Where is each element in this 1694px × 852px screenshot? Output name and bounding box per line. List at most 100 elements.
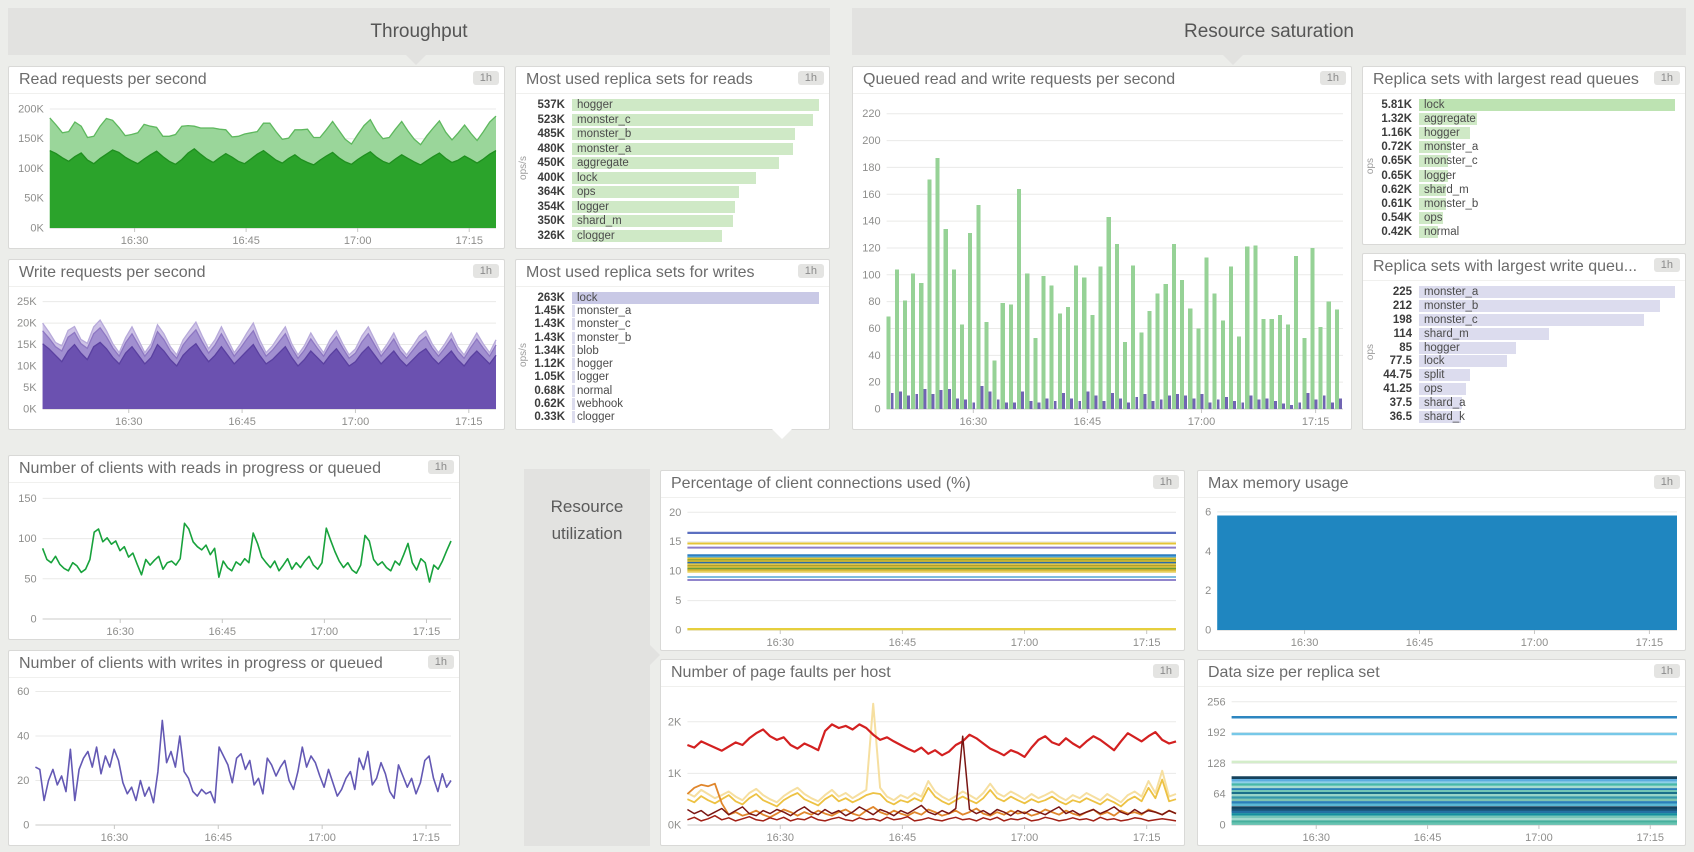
toplist-row[interactable]: 44.75 split	[1363, 368, 1675, 382]
toplist-value: 1.43K	[534, 331, 565, 344]
clients-writes-chart[interactable]: 0 20 40 60 16:30 16:45 17:00 17:15	[9, 679, 459, 845]
toplist-row[interactable]: 114 shard_m	[1363, 327, 1675, 341]
svg-text:100: 100	[18, 533, 36, 545]
toplist-name: monster_c	[1424, 313, 1478, 326]
toplist-row[interactable]: 354K logger	[516, 200, 819, 215]
timeframe-badge[interactable]: 1h	[1152, 475, 1179, 489]
toplist-value: 0.62K	[1381, 183, 1412, 196]
timeframe-badge[interactable]: 1h	[1653, 71, 1680, 85]
data-size-chart[interactable]: 0 64 128 192 256 16:30 16:45 17:00 17:15	[1198, 688, 1685, 845]
timeframe-badge[interactable]: 1h	[427, 460, 454, 474]
toplist-value: 85	[1399, 341, 1412, 354]
toplist-row[interactable]: 1.43K monster_c	[516, 318, 819, 331]
svg-text:0: 0	[1219, 820, 1225, 832]
toplist-row[interactable]: 1.34K blob	[516, 344, 819, 357]
toplist-value: 326K	[537, 229, 566, 242]
section-header-resource-saturation[interactable]: Resource saturation	[852, 8, 1686, 65]
toplist-row[interactable]: 0.65K logger	[1363, 168, 1675, 182]
write-queues-toplist[interactable]: 225 monster_a 212 monster_b 198 monster_c 114 s…	[1363, 282, 1685, 429]
toplist-row[interactable]: 0.72K monster_a	[1363, 140, 1675, 154]
toplist-row[interactable]: 350K shard_m	[516, 214, 819, 229]
timeframe-badge[interactable]: 1h	[797, 264, 824, 278]
svg-text:40: 40	[868, 350, 880, 362]
toplist-value: 114	[1393, 327, 1412, 340]
max-memory-chart[interactable]: 0 2 4 6 16:30 16:45 17:00 17:15	[1198, 499, 1685, 650]
toplist-row[interactable]: 0.42K normal	[1363, 225, 1675, 239]
toplist-row[interactable]: 0.33K clogger	[516, 411, 819, 424]
toplist-row[interactable]: 1.45K monster_a	[516, 304, 819, 317]
toplist-row[interactable]: 0.68K normal	[516, 384, 819, 397]
toplist-row[interactable]: 0.61K monster_b	[1363, 197, 1675, 211]
toplist-row[interactable]: 400K lock	[516, 171, 819, 186]
toplist-value: 364K	[537, 186, 566, 199]
timeframe-badge[interactable]: 1h	[427, 655, 454, 669]
toplist-row[interactable]: 1.32K aggregate	[1363, 112, 1675, 126]
toplist-row[interactable]: 0.65K monster_c	[1363, 154, 1675, 168]
svg-text:192: 192	[1207, 727, 1225, 739]
toplist-row[interactable]: 198 monster_c	[1363, 313, 1675, 327]
reads-toplist[interactable]: 537K hogger 523K monster_c 485K monster_b 480K…	[516, 95, 829, 248]
panel-most-used-replica-sets-writes: Most used replica sets for writes 1h ops…	[515, 259, 830, 430]
svg-text:17:15: 17:15	[1637, 832, 1665, 844]
toplist-bar	[1419, 99, 1675, 112]
toplist-row[interactable]: 77.5 lock	[1363, 355, 1675, 369]
toplist-row[interactable]: 36.5 shard_k	[1363, 410, 1675, 424]
svg-text:1K: 1K	[668, 768, 682, 780]
toplist-value: 485K	[537, 128, 566, 141]
toplist-row[interactable]: 1.12K hogger	[516, 357, 819, 371]
svg-text:0K: 0K	[23, 404, 37, 416]
toplist-row[interactable]: 480K monster_a	[516, 142, 819, 157]
panel-header: Replica sets with largest read queues 1h	[1363, 67, 1685, 94]
panel-client-connections-used: Percentage of client connections used (%…	[660, 470, 1185, 651]
toplist-bar	[572, 398, 575, 411]
connections-chart[interactable]: 0 5 10 15 20 16:30 16:45 17:00 17:15	[661, 499, 1184, 650]
toplist-row[interactable]: 326K clogger	[516, 229, 819, 244]
toplist-row[interactable]: 0.54K ops	[1363, 211, 1675, 225]
svg-text:17:00: 17:00	[1188, 416, 1216, 428]
timeframe-badge[interactable]: 1h	[797, 71, 824, 85]
toplist-row[interactable]: 212 monster_b	[1363, 299, 1675, 313]
svg-text:16:30: 16:30	[101, 832, 129, 844]
toplist-row[interactable]: 1.16K hogger	[1363, 126, 1675, 140]
panel-header: Percentage of client connections used (%…	[661, 471, 1184, 498]
panel-header: Write requests per second 1h	[9, 260, 504, 287]
toplist-row[interactable]: 1.43K monster_b	[516, 331, 819, 344]
page-faults-chart[interactable]: 0K 1K 2K 16:30 16:45 17:00 17:15	[661, 688, 1184, 845]
timeframe-badge[interactable]: 1h	[1653, 664, 1680, 678]
timeframe-badge[interactable]: 1h	[1319, 71, 1346, 85]
toplist-row[interactable]: 85 hogger	[1363, 341, 1675, 355]
toplist-bar	[1419, 169, 1448, 182]
writes-toplist[interactable]: 263K lock 1.45K monster_a 1.43K monster_c 1.43…	[516, 288, 829, 429]
toplist-row[interactable]: 1.05K logger	[516, 371, 819, 384]
svg-text:150K: 150K	[18, 133, 44, 145]
toplist-row[interactable]: 41.25 ops	[1363, 382, 1675, 396]
timeframe-badge[interactable]: 1h	[1653, 475, 1680, 489]
read-requests-chart[interactable]: 0K 50K 100K 150K 200K 16:30 16:45 17:00 17:15	[9, 95, 504, 248]
timeframe-badge[interactable]: 1h	[1152, 664, 1179, 678]
panel-header: Read requests per second 1h	[9, 67, 504, 94]
toplist-row[interactable]: 537K hogger	[516, 98, 819, 113]
resource-utilization-group-label[interactable]: Resource utilization	[524, 469, 660, 846]
toplist-bar	[572, 171, 756, 184]
toplist-row[interactable]: 5.81K lock	[1363, 98, 1675, 112]
timeframe-badge[interactable]: 1h	[472, 264, 499, 278]
toplist-row[interactable]: 0.62K webhook	[516, 397, 819, 411]
section-header-throughput[interactable]: Throughput	[8, 8, 830, 65]
queued-requests-chart[interactable]: 0 20 40 60 80 100 120 140 160 180 200 220 16:30 16:45…	[853, 95, 1351, 429]
toplist-row[interactable]: 263K lock	[516, 291, 819, 304]
toplist-row[interactable]: 485K monster_b	[516, 127, 819, 142]
toplist-row[interactable]: 364K ops	[516, 185, 819, 200]
toplist-row[interactable]: 523K monster_c	[516, 113, 819, 128]
svg-text:100: 100	[862, 269, 880, 281]
read-queues-toplist[interactable]: 5.81K lock 1.32K aggregate 1.16K hogger 0.72K m…	[1363, 95, 1685, 244]
toplist-row[interactable]: 450K aggregate	[516, 156, 819, 171]
clients-reads-chart[interactable]: 0 50 100 150 16:30 16:45 17:00 17:15	[9, 484, 459, 639]
svg-text:200: 200	[862, 135, 880, 147]
toplist-row[interactable]: 37.5 shard_a	[1363, 396, 1675, 410]
toplist-name: lock	[1424, 99, 1445, 112]
timeframe-badge[interactable]: 1h	[472, 71, 499, 85]
toplist-row[interactable]: 225 monster_a	[1363, 285, 1675, 299]
write-requests-chart[interactable]: 0K 5K 10K 15K 20K 25K 16:30 16:45 17:00 17:15	[9, 288, 504, 429]
toplist-row[interactable]: 0.62K shard_m	[1363, 183, 1675, 197]
timeframe-badge[interactable]: 1h	[1653, 258, 1680, 272]
